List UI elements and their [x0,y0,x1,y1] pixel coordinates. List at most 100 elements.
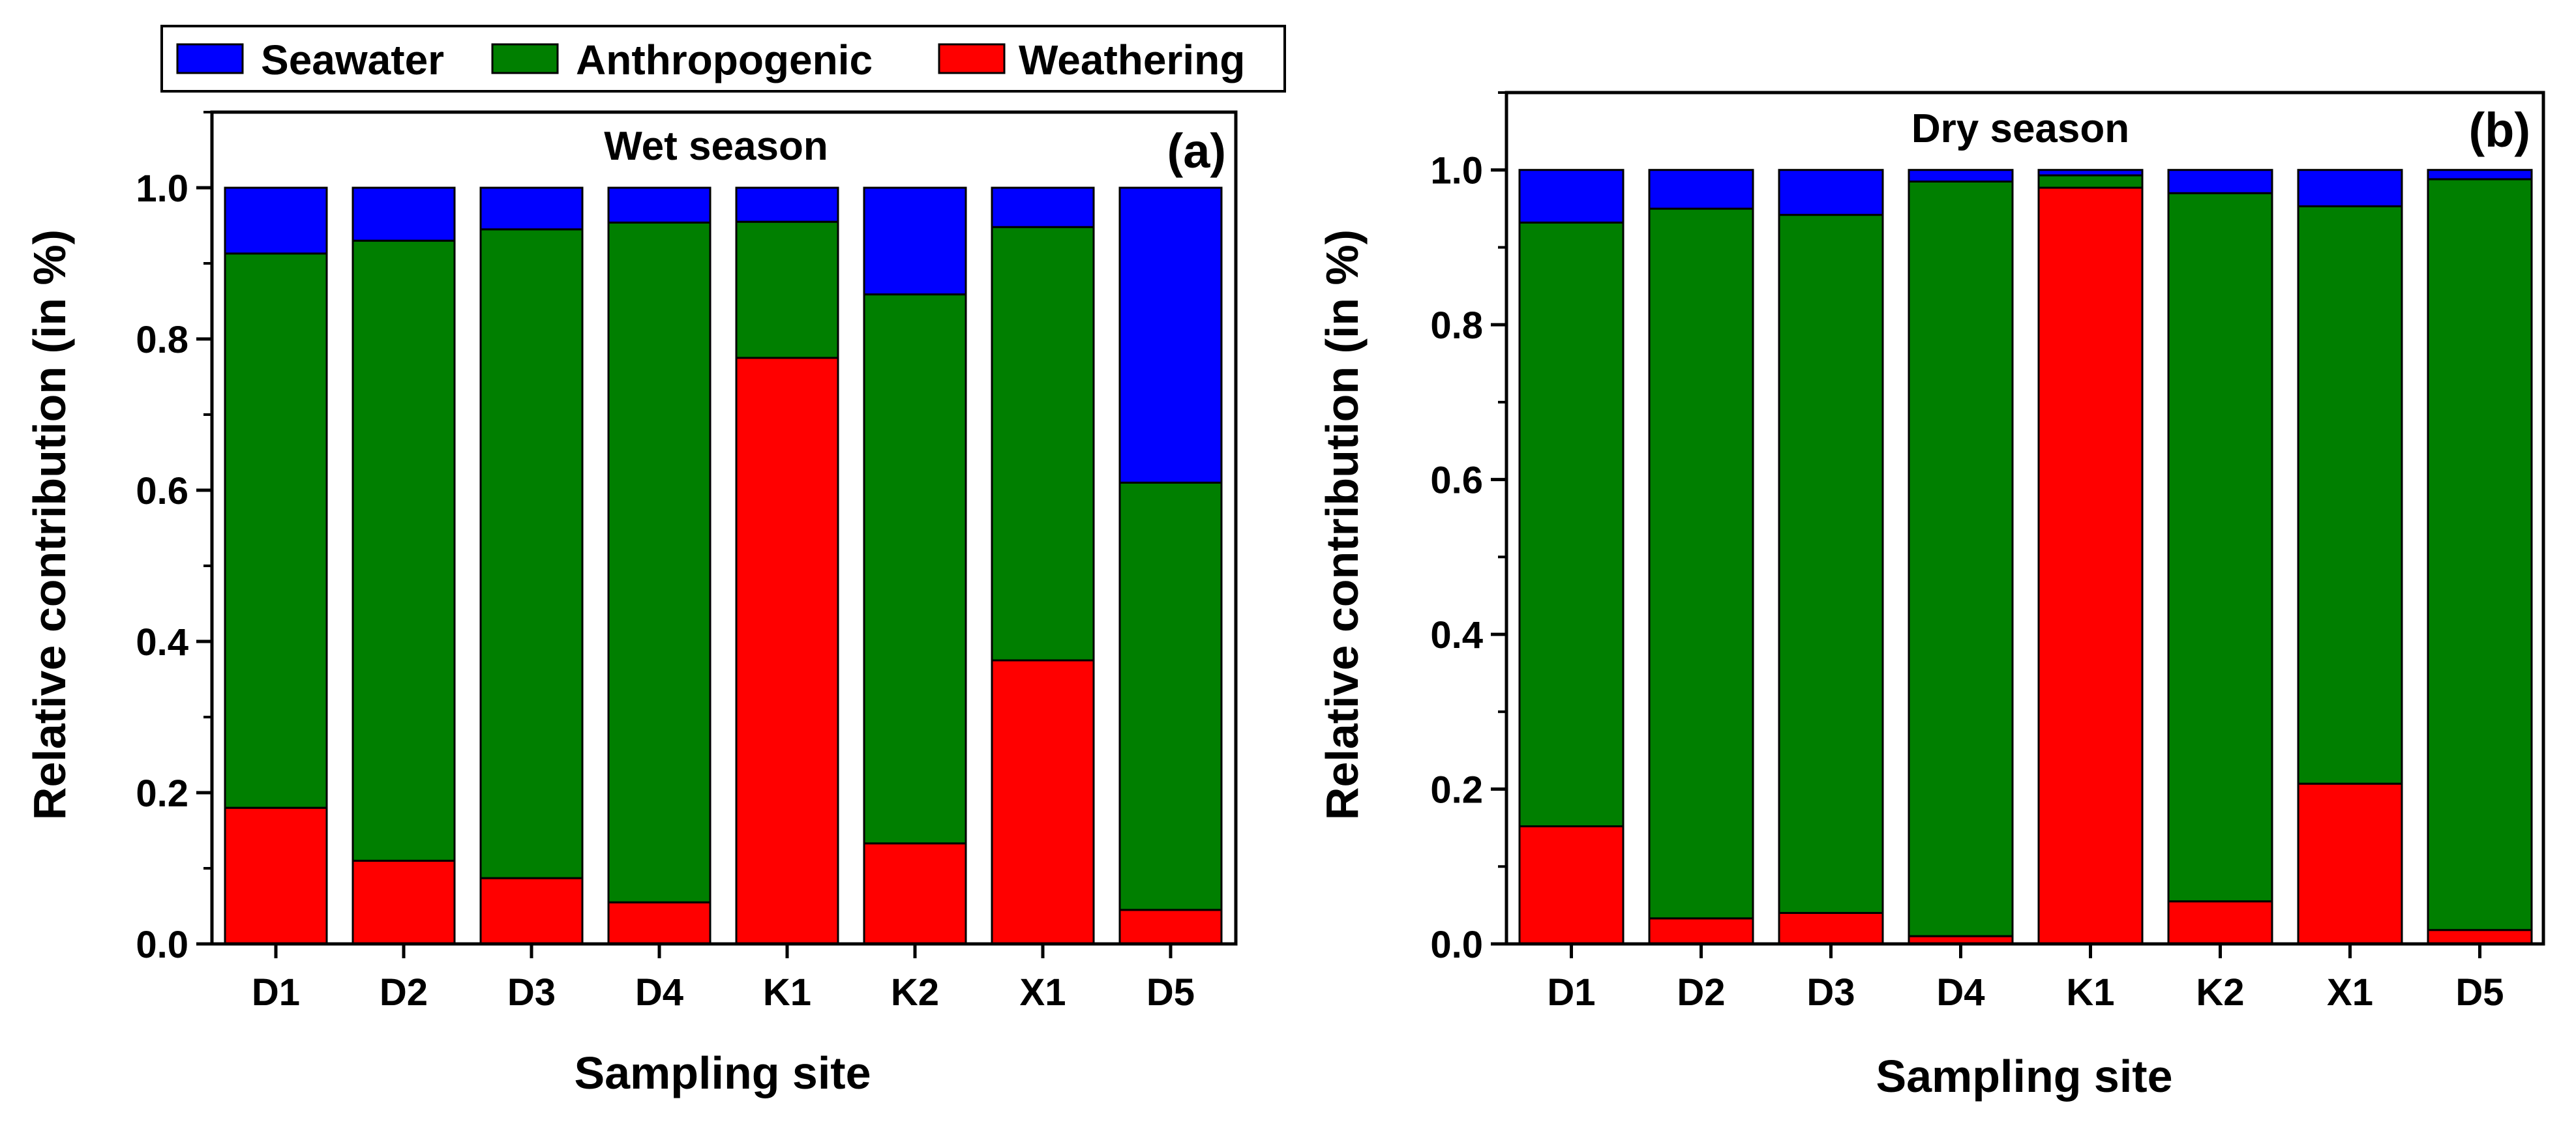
y-axis-title: Relative contribution (in %) [1317,229,1368,820]
y-tick-label: 0.2 [1430,769,1483,812]
legend-frame [160,25,1286,93]
bar-anthropogenic-d3 [479,228,584,879]
plot-area-frame [210,110,1238,946]
bar-seawater-d3 [479,186,584,231]
bar-weathering-d5 [2427,929,2533,945]
bar-weathering-d1 [224,806,328,945]
x-tick-label: D1 [252,971,300,1014]
x-tick-label: D5 [1146,971,1195,1014]
bar-weathering-k1 [735,357,839,945]
x-tick-label: D3 [1806,971,1855,1014]
panel-wet-season: Relative contribution (in %) Sampling si… [24,110,1238,1098]
bar-anthropogenic-d2 [352,239,456,862]
bar-weathering-x1 [991,659,1095,945]
bar-anthropogenic-k1 [2037,174,2144,189]
bar-weathering-d4 [607,901,711,945]
panel-dry-season: Relative contribution (in %) Sampling si… [1317,91,2545,1102]
bar-seawater-k1 [2037,169,2144,177]
y-tick-label: 0.4 [136,621,188,664]
bar-seawater-k2 [863,186,967,296]
x-tick-label: D4 [1936,971,1984,1014]
bar-anthropogenic-x1 [2297,205,2403,785]
bar-seawater-d2 [1648,169,1754,210]
bar-anthropogenic-d3 [1778,214,1884,915]
x-tick-label: K1 [2066,971,2114,1014]
bar-seawater-d4 [607,186,711,224]
bar-weathering-d2 [352,859,456,945]
y-tick-label: 0.2 [136,772,188,815]
y-axis-title: Relative contribution (in %) [24,229,75,820]
bar-anthropogenic-d5 [1118,481,1223,911]
y-tick-label: 0.4 [1430,614,1483,656]
x-tick-label: K2 [2196,971,2244,1014]
bar-seawater-d1 [224,186,328,255]
legend-label-anthropogenic: Anthropogenic [576,37,873,83]
bar-seawater-d3 [1778,169,1884,216]
bar-seawater-k1 [735,186,839,223]
legend-swatch-seawater [176,43,244,74]
y-axis: 0.0 0.2 0.4 0.6 0.8 1.0 [1430,91,1506,966]
x-tick-label: X1 [2327,971,2373,1014]
x-tick-label: D1 [1547,971,1595,1014]
x-axis: D1 D2 D3 D4 K1 K2 X1 D5 [1547,944,2504,1014]
bar-seawater-d4 [1908,169,2014,183]
y-axis: 0.0 0.2 0.4 0.6 0.8 1.0 [136,111,212,966]
bar-anthropogenic-d1 [224,252,328,809]
x-axis-title: Sampling site [1876,1051,2172,1102]
bar-weathering-d3 [1778,912,1884,945]
bar-anthropogenic-k2 [863,293,967,845]
plot-area-frame [1505,91,2545,946]
panel-title: Dry season [1911,106,2129,151]
x-tick-label: K2 [891,971,939,1014]
bar-weathering-d3 [479,877,584,945]
bar-seawater-d2 [352,186,456,242]
x-tick-label: D4 [635,971,683,1014]
bar-anthropogenic-d4 [607,221,711,903]
legend-label-seawater: Seawater [261,37,444,83]
legend-label-weathering: Weathering [1019,37,1245,83]
bar-seawater-x1 [991,186,1095,228]
bar-weathering-k1 [2037,186,2144,945]
y-tick-label: 0.8 [136,319,188,361]
bar-anthropogenic-k1 [735,220,839,359]
x-tick-label: D2 [380,971,428,1014]
x-axis-title: Sampling site [574,1048,871,1098]
panel-label: (a) [1167,124,1226,178]
bar-anthropogenic-d5 [2427,178,2533,932]
bar-anthropogenic-d1 [1518,222,1625,828]
y-tick-label: 0.0 [1430,924,1483,966]
x-tick-label: K1 [763,971,811,1014]
bar-weathering-x1 [2297,782,2403,945]
legend-swatch-anthropogenic [491,43,559,74]
x-tick-label: D2 [1677,971,1725,1014]
y-tick-label: 1.0 [136,168,188,210]
bar-anthropogenic-d2 [1648,207,1754,920]
bar-seawater-d5 [1118,186,1223,484]
bar-weathering-d1 [1518,825,1625,945]
bar-anthropogenic-d4 [1908,181,2014,937]
legend: Seawater Anthropogenic Weathering [160,25,1286,93]
bars [1518,169,2533,945]
bar-anthropogenic-x1 [991,226,1095,662]
x-tick-label: D3 [507,971,556,1014]
panel-title: Wet season [604,124,828,169]
y-tick-label: 0.6 [136,470,188,512]
x-tick-label: D5 [2455,971,2504,1014]
x-tick-label: X1 [1020,971,1066,1014]
y-tick-label: 0.0 [136,924,188,966]
panel-label: (b) [2469,103,2531,157]
y-tick-label: 1.0 [1430,150,1483,192]
legend-swatch-weathering [938,43,1006,74]
bar-weathering-k2 [2167,900,2273,945]
y-tick-label: 0.6 [1430,460,1483,502]
bar-seawater-d5 [2427,169,2533,181]
bars [224,186,1223,945]
bar-anthropogenic-k2 [2167,192,2273,903]
bar-seawater-k2 [2167,169,2273,194]
y-tick-label: 0.8 [1430,304,1483,347]
bar-weathering-d2 [1648,917,1754,945]
x-axis: D1 D2 D3 D4 K1 K2 X1 D5 [252,944,1195,1014]
bar-seawater-x1 [2297,169,2403,208]
bar-seawater-d1 [1518,169,1625,224]
